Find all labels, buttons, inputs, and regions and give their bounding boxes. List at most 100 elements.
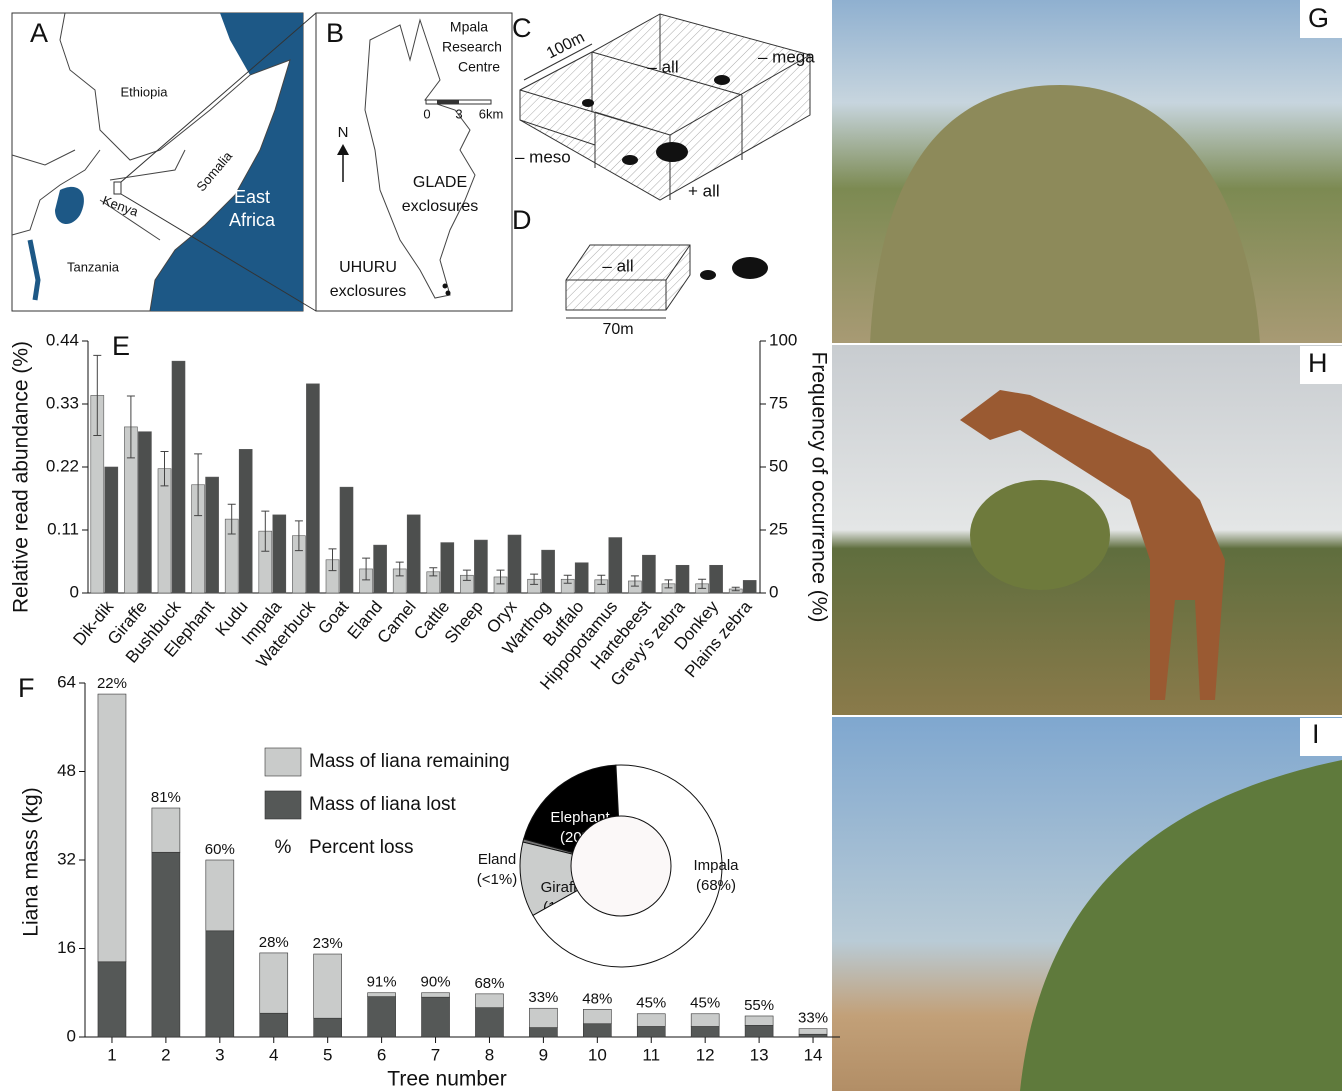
exclosure-edge	[566, 244, 691, 310]
diagram-d: – all 70m	[565, 244, 768, 338]
x-tick-label: 8	[485, 1045, 494, 1064]
animal-icon	[714, 75, 730, 85]
bar-segment	[313, 953, 342, 1019]
y2-tick-label: 50	[769, 456, 788, 475]
error-bar	[261, 510, 270, 552]
pie-value-label: (68%)	[696, 877, 736, 894]
error-bar	[462, 569, 471, 581]
bar	[709, 564, 723, 594]
percent-label: 28%	[259, 934, 289, 951]
bar-segment	[690, 1013, 720, 1027]
x-tick-label: 11	[642, 1045, 660, 1064]
panel-label: D	[512, 205, 532, 235]
error-bar	[294, 520, 303, 552]
bar	[742, 580, 757, 594]
y-tick-label: 0.33	[46, 393, 79, 412]
bar	[306, 383, 320, 594]
error-bar	[227, 503, 236, 535]
y2-tick-label: 0	[769, 582, 778, 601]
bar	[541, 549, 555, 594]
borders	[11, 12, 291, 312]
y-tick-label: 0.22	[46, 456, 79, 475]
treatment-label: + all	[688, 181, 720, 200]
exclosure	[565, 244, 691, 311]
panel-label: B	[326, 18, 344, 48]
x-tick-label: 5	[323, 1045, 332, 1064]
photos	[832, 0, 1342, 1091]
legend-swatch	[264, 747, 302, 777]
scale-tick: 0	[423, 106, 430, 121]
conservancy	[364, 18, 476, 299]
scale-tick: 6km	[479, 106, 504, 121]
percent-label: 33%	[798, 1010, 828, 1027]
error-bar	[698, 578, 707, 589]
bar-segment	[151, 851, 181, 1038]
x-tick-label: 3	[215, 1045, 224, 1064]
percent-label: 60%	[205, 841, 235, 858]
error-bar	[731, 586, 740, 592]
bar-segment	[744, 1025, 774, 1038]
north-label: N	[338, 124, 349, 141]
bar	[675, 564, 690, 594]
site-label: Centre	[458, 59, 500, 75]
label-box	[1300, 718, 1342, 756]
bar	[608, 537, 623, 594]
y-tick-label: 64	[57, 672, 76, 691]
y-tick-label: 0.44	[46, 330, 79, 349]
panel-label: I	[1312, 719, 1320, 749]
error-bar	[160, 451, 169, 487]
bar-segment	[529, 1027, 558, 1038]
bar-segment	[151, 807, 181, 853]
donut-hole	[570, 815, 672, 917]
bar-segment	[205, 930, 235, 1038]
error-bar	[194, 453, 203, 517]
x-tick-label: 4	[269, 1045, 278, 1064]
y-tick-label: 32	[57, 849, 76, 868]
map-a: Ethiopia Somalia Kenya Tanzania East Afr…	[11, 12, 317, 312]
pie-value-label: (<1%)	[477, 871, 517, 888]
percent-label: 33%	[528, 989, 558, 1006]
bar-segment	[97, 961, 127, 1038]
photo-detail	[870, 85, 1260, 343]
bar	[238, 449, 253, 594]
bar-segment	[529, 1007, 558, 1028]
bar-segment	[744, 1015, 774, 1026]
label-box	[1300, 346, 1342, 384]
y2-tick-label: 75	[769, 393, 788, 412]
region-label: East	[234, 187, 270, 207]
panel-label: F	[18, 673, 35, 703]
animal-icon	[700, 270, 716, 280]
error-bar	[530, 573, 539, 585]
x-tick-label: 1	[107, 1045, 116, 1064]
legend-swatch	[264, 790, 302, 820]
dimension	[523, 43, 593, 81]
y-tick-label: 0	[70, 582, 79, 601]
panel-label: A	[30, 18, 48, 48]
error-bar	[597, 574, 606, 585]
country-label: Tanzania	[67, 259, 120, 274]
bar-segment	[636, 1026, 666, 1038]
bar-segment	[205, 859, 235, 932]
percent-label: 48%	[582, 990, 612, 1007]
bar-segment	[475, 1007, 504, 1038]
bar-segment	[636, 1013, 666, 1027]
percent-label: 91%	[367, 974, 397, 991]
bar-segment	[421, 992, 450, 998]
error-bar	[328, 548, 337, 572]
treatment-label: – all	[602, 256, 633, 275]
error-bar	[362, 557, 371, 581]
site-label: GLADE	[413, 174, 467, 191]
site-label: Mpala	[450, 19, 488, 35]
bar	[171, 360, 186, 594]
y2-axis-label: Frequency of occurrence (%)	[807, 352, 830, 623]
y-tick-label: 16	[57, 938, 76, 957]
site-dot	[445, 290, 451, 296]
photo-detail	[970, 480, 1110, 590]
bar	[157, 468, 172, 594]
x-tick-label: 6	[377, 1045, 386, 1064]
diagram-c: 100m – all – mega – meso + all	[515, 13, 815, 201]
bar-segment	[583, 1009, 612, 1025]
x-tick-label: Camel	[374, 597, 420, 647]
bar	[642, 554, 656, 594]
panel-label: E	[112, 331, 130, 361]
